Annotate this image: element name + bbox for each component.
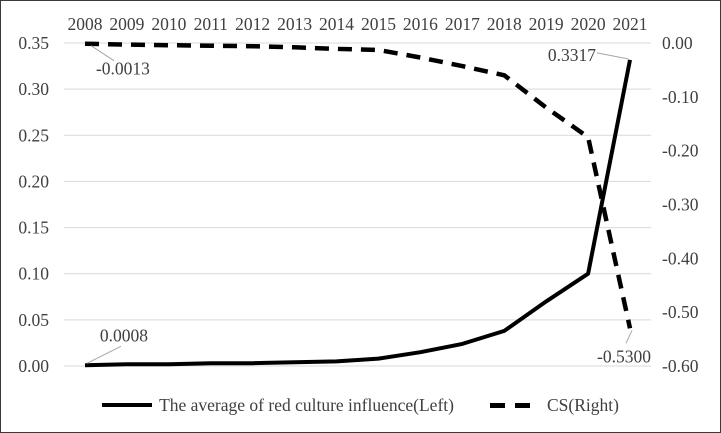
cs-dashed-line [84,41,633,329]
x-axis-year-label: 2021 [613,14,648,34]
x-axis-year-label: 2020 [571,14,606,34]
x-axis-year-label: 2014 [319,14,354,34]
x-axis-year-label: 2018 [487,14,522,34]
left-axis-tick-label: 0.25 [18,125,49,145]
x-axis-year-label: 2019 [529,14,564,34]
right-axis-tick-label: -0.10 [662,87,699,107]
left-axis-tick-label: 0.30 [18,79,49,99]
x-axis-year-label: 2010 [151,14,186,34]
x-axis-year-label: 2009 [109,14,144,34]
x-axis-year-label: 2012 [235,14,270,34]
dashed-line-sample [489,402,540,408]
left-axis-tick-label: 0.00 [18,356,49,376]
data-point-label: 0.3317 [548,45,596,65]
right-axis-tick-label: 0.00 [662,33,693,53]
chart-legend: The average of red culture influence(Lef… [1,394,720,416]
right-axis-tick-label: -0.60 [662,356,699,376]
right-axis-tick-label: -0.30 [662,195,699,215]
right-axis-tick-label: -0.20 [662,141,699,161]
left-axis-tick-label: 0.20 [18,171,49,191]
legend-label-red-culture-influence: The average of red culture influence(Lef… [159,395,454,415]
annotation-leader-line [596,52,629,60]
x-axis-year-label: 2011 [194,14,228,34]
left-axis-tick-label: 0.15 [18,218,49,238]
x-axis-year-label: 2008 [67,14,102,34]
right-axis-tick-label: -0.50 [662,302,699,322]
annotation-leader-line [625,330,633,344]
x-axis-year-label: 2017 [445,14,480,34]
data-point-label: 0.0008 [100,325,148,345]
legend-label-cs: CS(Right) [546,395,619,415]
data-point-label: -0.5300 [597,346,651,366]
annotation-leader-line [90,45,115,62]
x-axis-year-label: 2013 [277,14,312,34]
legend-item-red-culture-influence: The average of red culture influence(Lef… [102,394,454,416]
red-culture-solid-line [84,59,632,368]
x-axis-year-label: 2015 [361,14,396,34]
annotation-leader-line [86,345,122,364]
right-axis-tick-label: -0.40 [662,248,699,268]
left-axis-tick-label: 0.35 [18,33,49,53]
x-axis-year-label: 2016 [403,14,438,34]
solid-line-sample [102,402,153,408]
left-axis-tick-label: 0.05 [18,310,49,330]
data-point-label: -0.0013 [96,59,150,79]
left-axis-tick-label: 0.10 [18,264,49,284]
legend-item-cs: CS(Right) [489,394,619,416]
